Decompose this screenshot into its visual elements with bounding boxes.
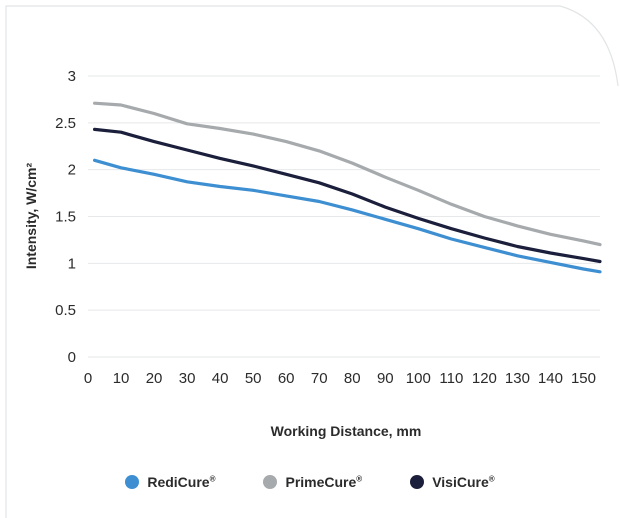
legend-label-primecure: PrimeCure® — [285, 474, 363, 490]
y-tick-label: 1.5 — [55, 209, 76, 226]
legend-item-redicure[interactable]: RediCure® — [125, 474, 215, 490]
x-tick-label: 10 — [113, 370, 130, 387]
y-tick-label: 0.5 — [55, 302, 76, 319]
legend-swatch-primecure — [263, 475, 278, 489]
x-tick-label: 140 — [538, 370, 563, 387]
y-tick-label: 2.5 — [55, 115, 76, 132]
x-tick-label: 90 — [377, 370, 394, 387]
x-axis-title: Working Distance, mm — [271, 423, 422, 439]
x-tick-label: 70 — [311, 370, 328, 387]
y-tick-label: 0 — [68, 349, 76, 366]
series-lines — [93, 101, 602, 274]
y-tick-label: 2 — [68, 162, 76, 179]
x-tick-label: 120 — [472, 370, 497, 387]
y-tick-label: 3 — [68, 68, 76, 85]
y-tick-label: 1 — [68, 255, 76, 272]
series-line-primecure — [93, 101, 602, 247]
x-tick-label: 80 — [344, 370, 361, 387]
legend-swatch-redicure — [125, 475, 140, 489]
x-axis-ticks: 0 10 20 30 40 50 60 70 80 90 100 110 120 130 140 150 — [84, 370, 596, 387]
x-tick-label: 40 — [212, 370, 229, 387]
x-tick-label: 110 — [439, 370, 463, 387]
series-line-redicure — [93, 158, 602, 274]
x-tick-label: 60 — [278, 370, 295, 387]
x-tick-label: 100 — [406, 370, 431, 387]
legend: RediCure® PrimeCure® VisiCure® — [0, 470, 620, 494]
x-tick-label: 130 — [505, 370, 530, 387]
y-axis-title: Intensity, W/cm² — [23, 163, 39, 270]
x-tick-label: 50 — [245, 370, 262, 387]
legend-label-visicure: VisiCure® — [432, 474, 495, 490]
legend-label-redicure: RediCure® — [147, 474, 216, 490]
grid-lines — [88, 75, 600, 358]
x-tick-label: 20 — [146, 370, 163, 387]
x-tick-label: 150 — [571, 370, 596, 387]
legend-item-primecure[interactable]: PrimeCure® — [263, 474, 362, 490]
legend-swatch-visicure — [410, 475, 425, 489]
x-tick-label: 30 — [179, 370, 196, 387]
y-axis-ticks: 0 0.5 1 1.5 2 2.5 3 — [55, 68, 76, 366]
series-line-visicure — [93, 127, 602, 264]
x-tick-label: 0 — [84, 370, 92, 387]
legend-item-visicure[interactable]: VisiCure® — [410, 474, 495, 490]
